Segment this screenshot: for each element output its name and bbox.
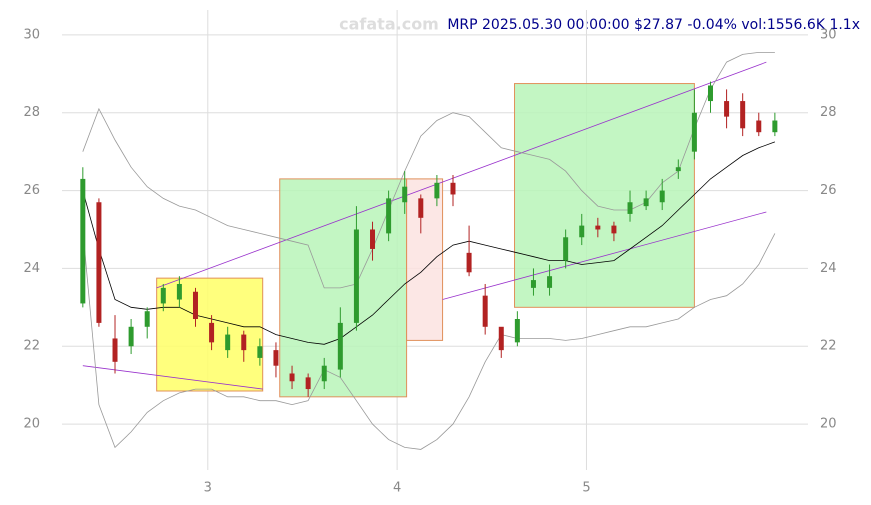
- chart-title: MRP 2025.05.30 00:00:00 $27.87 -0.04% vo…: [447, 17, 860, 33]
- candle-body: [144, 311, 150, 327]
- candle-body: [772, 120, 778, 133]
- candle-body: [160, 287, 166, 304]
- watermark: cafata.com: [339, 15, 439, 34]
- candle-body: [225, 334, 231, 351]
- candle-body: [740, 101, 746, 129]
- candle-body: [386, 198, 392, 234]
- trendline: [156, 61, 767, 289]
- candle-body: [176, 283, 182, 300]
- zone: [514, 83, 695, 308]
- candle-body: [724, 101, 730, 117]
- candle-body: [450, 182, 456, 195]
- y-tick-label-right: 28: [820, 105, 837, 120]
- candle-body: [80, 178, 86, 304]
- candle-body: [691, 112, 697, 152]
- candle-body: [273, 350, 279, 366]
- candle-body: [209, 322, 215, 343]
- candle-body: [514, 319, 520, 343]
- y-tick-label: 20: [23, 417, 40, 432]
- candle-body: [128, 326, 134, 347]
- y-tick-label-right: 22: [820, 339, 837, 354]
- y-tick-label: 26: [23, 183, 40, 198]
- candle-body: [112, 338, 118, 362]
- candle-body: [402, 186, 408, 203]
- candle-body: [337, 322, 343, 370]
- x-tick-label: 4: [393, 481, 401, 496]
- trendline: [442, 211, 767, 300]
- candle-body: [659, 190, 665, 203]
- candle-body: [579, 225, 585, 238]
- indicator-line: [82, 229, 776, 450]
- indicator-line: [82, 52, 775, 289]
- candle-body: [530, 280, 536, 288]
- candle-body: [192, 291, 198, 320]
- candle-body: [370, 229, 376, 249]
- y-tick-label: 24: [23, 261, 40, 276]
- candle-body: [675, 167, 681, 172]
- candle-body: [418, 198, 424, 218]
- candle-body: [611, 225, 617, 234]
- candle-body: [321, 365, 327, 382]
- y-tick-label: 22: [23, 339, 40, 354]
- y-tick-label: 30: [23, 27, 40, 42]
- x-tick-label: 3: [204, 481, 212, 496]
- candle-body: [643, 198, 649, 207]
- zone: [279, 178, 408, 398]
- candle-body: [241, 334, 247, 351]
- y-tick-label-right: 20: [820, 417, 837, 432]
- candle-body: [627, 202, 633, 214]
- y-tick-label-right: 24: [820, 261, 837, 276]
- candle-body: [756, 120, 762, 133]
- candle-body: [257, 346, 263, 358]
- candle-body: [305, 377, 311, 390]
- candle-body: [595, 225, 601, 230]
- indicator-line: [82, 141, 776, 345]
- candle-body: [466, 252, 472, 273]
- y-tick-label-right: 30: [820, 27, 837, 42]
- candle-body: [353, 229, 359, 323]
- candle-body: [563, 237, 569, 261]
- candle-body: [707, 85, 713, 102]
- candle-body: [482, 295, 488, 327]
- y-tick-label: 28: [23, 105, 40, 120]
- trendline: [82, 365, 263, 390]
- y-tick-label-right: 26: [820, 183, 837, 198]
- candle-body: [498, 326, 504, 351]
- candle-body: [547, 276, 553, 288]
- zone: [156, 277, 264, 392]
- candle-body: [434, 182, 440, 199]
- candle-body: [289, 373, 295, 382]
- candle-body: [96, 202, 102, 323]
- x-tick-label: 5: [582, 481, 590, 496]
